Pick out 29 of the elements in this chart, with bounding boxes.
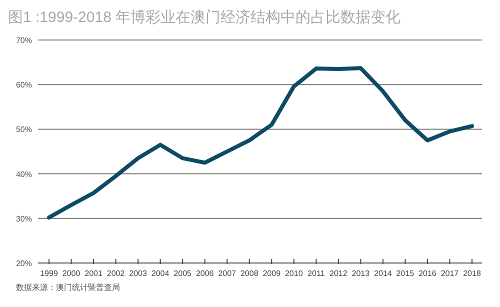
x-tick-label: 2001 bbox=[84, 269, 103, 278]
x-tick-label: 2010 bbox=[284, 269, 304, 278]
x-tick-label: 2016 bbox=[418, 269, 437, 278]
x-tick-label: 2000 bbox=[62, 269, 81, 278]
x-tick-label: 2009 bbox=[262, 269, 282, 278]
x-tick-label: 2007 bbox=[218, 269, 237, 278]
y-tick-label: 30% bbox=[16, 214, 32, 224]
chart-title: 图1 :1999-2018 年博彩业在澳门经济结构中的占比数据变化 bbox=[8, 9, 401, 26]
y-tick-label: 50% bbox=[16, 125, 32, 134]
x-tick-label: 2014 bbox=[374, 269, 392, 278]
x-tick-label: 1999 bbox=[40, 269, 58, 278]
x-tick-label: 2003 bbox=[129, 269, 148, 278]
source-note: 数据来源：澳门统计暨普查局 bbox=[16, 283, 120, 292]
x-tick-label: 2017 bbox=[440, 269, 460, 278]
x-tick-label: 2018 bbox=[463, 269, 482, 278]
x-tick-label: 2002 bbox=[106, 269, 126, 278]
y-tick-label: 70% bbox=[16, 36, 32, 45]
x-tick-label: 2004 bbox=[151, 269, 170, 278]
x-tick-label: 2006 bbox=[196, 269, 214, 278]
y-tick-label: 60% bbox=[16, 80, 32, 90]
x-tick-label: 2011 bbox=[308, 269, 326, 278]
line-series bbox=[47, 66, 474, 220]
x-tick-label: 2008 bbox=[240, 269, 259, 278]
y-tick-label: 20% bbox=[16, 259, 32, 268]
x-tick-label: 2015 bbox=[396, 269, 415, 278]
x-tick-label: 2012 bbox=[330, 269, 348, 278]
x-tick-label: 2013 bbox=[352, 269, 370, 278]
y-tick-label: 40% bbox=[16, 170, 32, 179]
x-tick-label: 2005 bbox=[174, 269, 192, 278]
